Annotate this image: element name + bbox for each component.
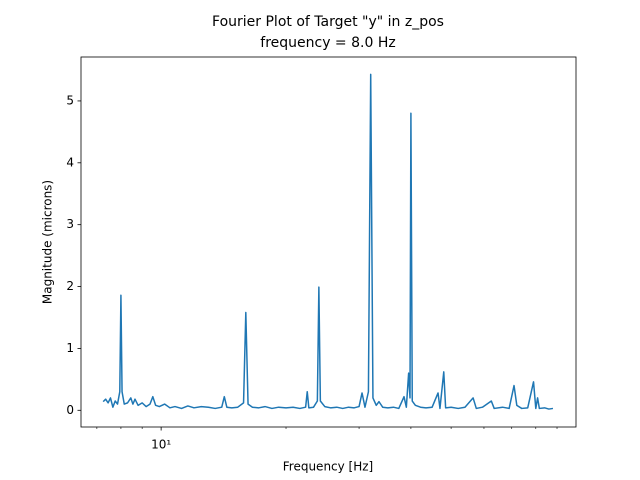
y-tick-label: 4 [66,155,74,169]
y-tick-label: 5 [66,93,74,107]
chart-title: Fourier Plot of Target "y" in z_pos [212,14,444,30]
plot-frame [80,56,577,428]
y-axis-label: Magnitude (microns) [41,180,55,304]
chart-subtitle: frequency = 8.0 Hz [260,35,395,51]
y-tick-label: 1 [66,341,74,355]
y-tick-label: 0 [66,403,74,417]
x-tick-label: 10¹ [151,438,171,452]
data-line [102,73,554,410]
y-tick-label: 2 [66,279,74,293]
y-tick-label: 3 [66,217,74,231]
x-axis-label: Frequency [Hz] [283,460,374,474]
